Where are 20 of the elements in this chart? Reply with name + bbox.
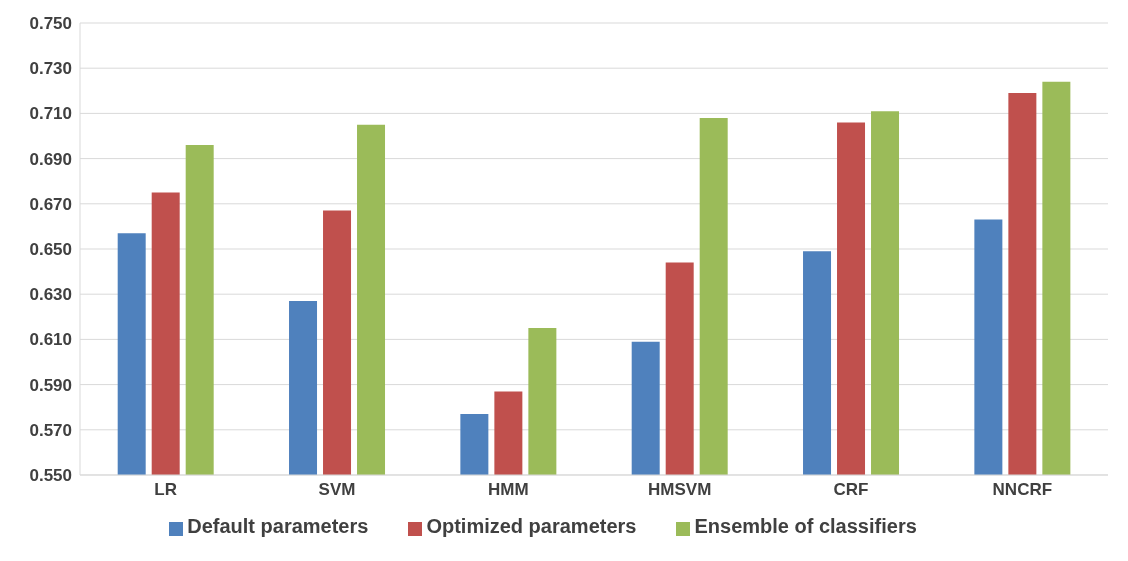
- y-tick-label: 0.690: [29, 149, 72, 169]
- y-tick-label: 0.570: [29, 420, 72, 440]
- legend-label: Optimized parameters: [426, 515, 637, 537]
- y-tick-label: 0.710: [29, 104, 72, 124]
- x-tick-label: NNCRF: [992, 480, 1053, 500]
- y-tick-label: 0.730: [29, 59, 72, 79]
- x-tick-label: HMSVM: [648, 480, 712, 500]
- legend-label: Default parameters: [187, 515, 369, 537]
- legend-label: Ensemble of classifiers: [694, 515, 917, 537]
- y-tick-label: 0.750: [29, 14, 72, 34]
- x-tick-label: HMM: [488, 480, 529, 500]
- y-tick-label: 0.670: [29, 194, 72, 214]
- x-tick-label: CRF: [833, 480, 869, 500]
- y-tick-label: 0.630: [29, 285, 72, 305]
- x-tick-label: SVM: [318, 480, 356, 500]
- y-tick-label: 0.590: [29, 375, 72, 395]
- y-tick-label: 0.650: [29, 240, 72, 260]
- y-tick-label: 0.550: [29, 466, 72, 486]
- y-tick-label: 0.610: [29, 330, 72, 350]
- x-tick-label: LR: [154, 480, 177, 500]
